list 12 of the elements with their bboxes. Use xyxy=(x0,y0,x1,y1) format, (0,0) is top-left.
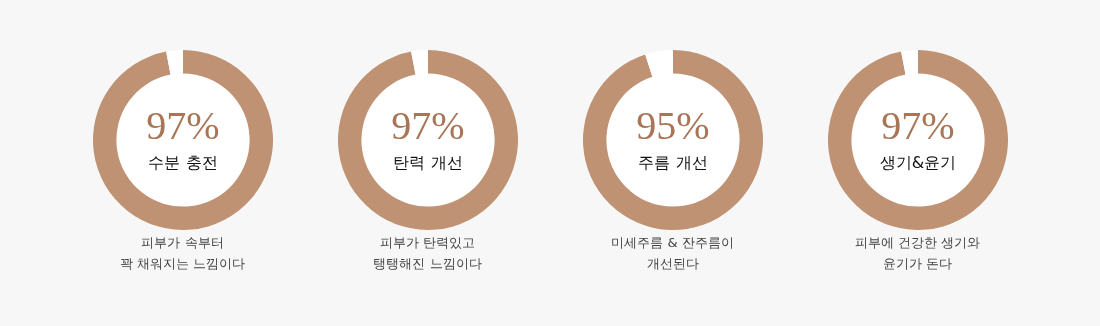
data-label: 97% xyxy=(145,102,220,148)
text: 탄력 개선 xyxy=(392,153,463,173)
text: 미세주름 & 잔주름이 개선된다 xyxy=(610,234,735,273)
text: 피부가 속부터 꽉 채워지는 느낌이다 xyxy=(118,234,247,273)
text: 피부에 건강한 생기와 윤기가 돈다 xyxy=(853,234,982,273)
text: 수분 충전 xyxy=(147,153,218,173)
data-label: 97% xyxy=(390,102,465,148)
text: 주름 개선 xyxy=(637,153,708,173)
data-label: 97% xyxy=(880,102,955,148)
data-label: 95% xyxy=(635,102,710,148)
text: 생기&윤기 xyxy=(879,153,956,173)
text: 피부가 탄력있고 탱탱해진 느낌이다 xyxy=(372,234,483,273)
